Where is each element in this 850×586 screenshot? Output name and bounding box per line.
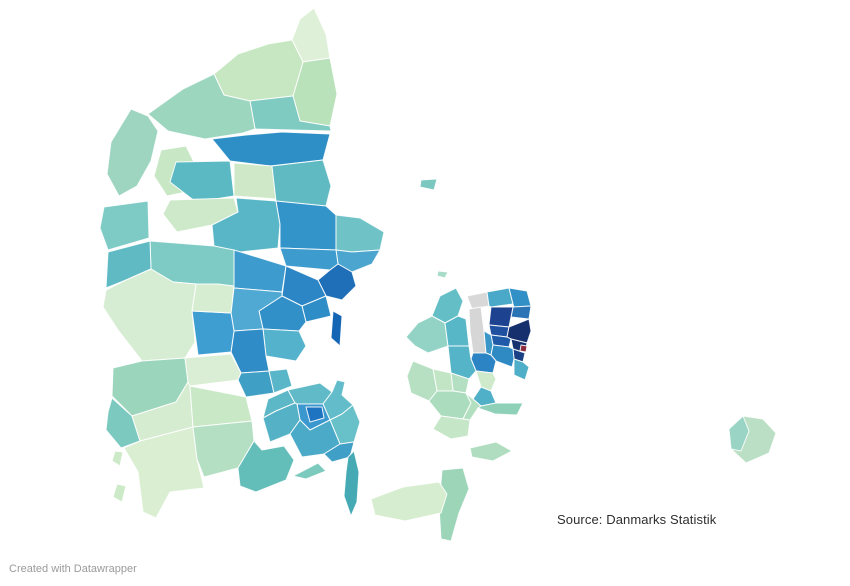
region-samsoe[interactable] xyxy=(330,310,343,347)
region-lemvig[interactable] xyxy=(99,200,150,251)
region-fredericia[interactable] xyxy=(268,368,293,394)
region-vejen[interactable] xyxy=(184,353,242,387)
region-greve-solrod[interactable] xyxy=(475,370,497,392)
region-billund[interactable] xyxy=(191,310,235,356)
region-vesthimmerland[interactable] xyxy=(169,160,235,203)
region-fanoe[interactable] xyxy=(111,450,124,467)
region-ikast-brande[interactable] xyxy=(191,283,235,314)
region-thisted[interactable] xyxy=(106,108,159,197)
region-hjoerring[interactable] xyxy=(213,39,304,102)
region-frederiksberg[interactable] xyxy=(519,344,528,353)
region-hedensted[interactable] xyxy=(262,328,307,362)
region-randers[interactable] xyxy=(275,200,337,251)
region-kolding[interactable] xyxy=(237,370,275,398)
region-vordingborg[interactable] xyxy=(432,415,471,440)
region-amager[interactable] xyxy=(513,358,530,381)
region-fredensborg[interactable] xyxy=(510,305,532,320)
source-label: Source: Danmarks Statistik xyxy=(557,512,717,527)
region-rebild[interactable] xyxy=(233,162,277,200)
region-toender[interactable] xyxy=(123,426,205,519)
region-odense-centrum[interactable] xyxy=(305,406,325,423)
region-ringkoebing-skjern[interactable] xyxy=(102,268,197,362)
region-frederikssund[interactable] xyxy=(468,306,487,354)
region-silkeborg[interactable] xyxy=(233,249,287,293)
region-hilleroed[interactable] xyxy=(488,306,514,328)
region-svendborg[interactable] xyxy=(323,441,355,463)
region-langeland[interactable] xyxy=(343,450,360,517)
region-holbaek[interactable] xyxy=(444,315,470,347)
attribution-label[interactable]: Created with Datawrapper xyxy=(9,563,137,575)
region-laesoe[interactable] xyxy=(419,178,438,191)
region-moen[interactable] xyxy=(469,441,513,462)
region-haderslev[interactable] xyxy=(189,385,253,428)
region-anholt[interactable] xyxy=(436,270,449,279)
region-mariagerfjord[interactable] xyxy=(271,159,332,207)
region-halsnaes[interactable] xyxy=(466,291,490,310)
region-aalborg[interactable] xyxy=(211,131,331,167)
region-soenderborg[interactable] xyxy=(237,440,295,493)
region-slagelse[interactable] xyxy=(406,360,438,402)
region-bornholm-vest[interactable] xyxy=(728,415,750,452)
region-aeroe[interactable] xyxy=(292,462,327,480)
region-stevns[interactable] xyxy=(477,402,524,416)
region-kalundborg[interactable] xyxy=(405,315,449,354)
region-gribskov[interactable] xyxy=(486,287,514,308)
region-lolland[interactable] xyxy=(370,481,448,522)
map-regions xyxy=(99,7,777,542)
region-jammerbugt[interactable] xyxy=(147,73,256,140)
region-roemoe[interactable] xyxy=(112,483,127,503)
region-norddjurs[interactable] xyxy=(335,214,385,253)
region-faxe[interactable] xyxy=(462,392,482,421)
